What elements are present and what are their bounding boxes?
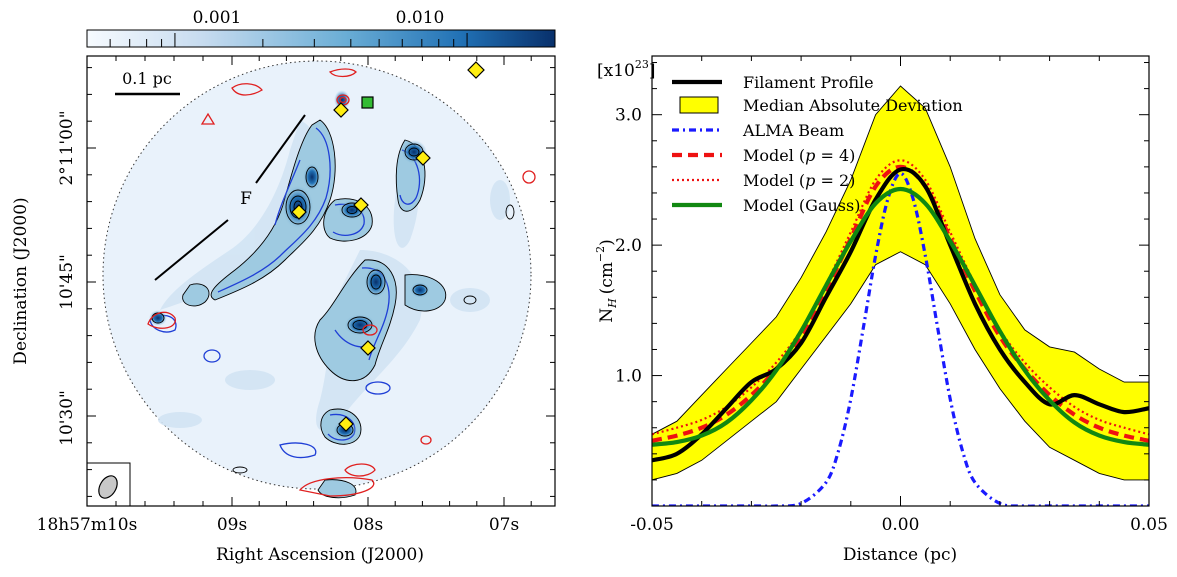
profile-y-tick-label: 2.0: [615, 236, 642, 256]
filament-marker-line-lower: [154, 219, 229, 281]
yso-marker: [291, 204, 307, 220]
legend: Filament Profile Median Absolute Deviati…: [672, 73, 963, 215]
profile-x-tick-label: 0.00: [882, 515, 920, 535]
legend-label-model-p4: Model (p = 4): [743, 146, 855, 165]
map-x-tick-label-10s: 18h57m10s: [37, 515, 138, 535]
map-field: [102, 60, 536, 499]
map-x-tick-label-09s: 09s: [217, 515, 247, 535]
filament-marker-line-upper: [255, 114, 306, 184]
legend-label-model-p2: Model (p = 2): [743, 171, 855, 190]
yso-markers: [291, 61, 485, 432]
map-panel: 0.001 0.010: [11, 8, 556, 565]
map-y-tick-label-11-00: 2°11'00": [57, 110, 77, 185]
colorbar-gradient: [86, 29, 556, 48]
yso-marker: [415, 150, 431, 166]
profile-y-tick-label: 3.0: [615, 106, 642, 126]
map-ylabel: Declination (J2000): [11, 197, 31, 364]
colorbar-tick-label-low: 0.001: [193, 8, 242, 28]
scalebar-label: 0.1 pc: [122, 69, 172, 88]
green-square-marker: [361, 96, 374, 109]
legend-label-mad: Median Absolute Deviation: [743, 96, 963, 115]
series-model-p-4: [652, 164, 1149, 443]
legend-swatch-mad: [679, 96, 719, 114]
legend-label-alma-beam: ALMA Beam: [742, 121, 844, 140]
series-layer: [652, 159, 1149, 506]
profile-tick-labels: -0.05 0.00 0.05 1.0 2.0 3.0: [615, 106, 1168, 535]
yso-marker: [360, 340, 376, 356]
map-y-tick-label-10-45: 10'45": [57, 254, 77, 310]
yso-marker: [467, 61, 485, 79]
map-x-tick-label-07s: 07s: [489, 515, 519, 535]
map-y-tick-label-10-30: 10'30": [57, 390, 77, 446]
map-xlabel: Right Ascension (J2000): [216, 545, 424, 565]
legend-label-model-gauss: Model (Gauss): [743, 196, 860, 215]
beam-ellipse: [98, 475, 118, 499]
yso-marker: [353, 197, 369, 213]
profile-panel: -0.05 0.00 0.051.02.03.0 [x1023] NH(cm−2) …: [594, 55, 1168, 565]
map-frame: [86, 55, 556, 507]
colorbar-ticks: [86, 33, 556, 47]
filament-label: F: [240, 189, 252, 209]
y-multiplier: [x1023]: [597, 58, 656, 81]
series-alma-beam: [652, 171, 1149, 506]
yso-marker: [333, 102, 349, 118]
profile-y-tick-label: 1.0: [615, 367, 642, 387]
legend-label-filament-profile: Filament Profile: [743, 73, 874, 92]
series-model-gauss: [652, 186, 1149, 447]
profile-xlabel: Distance (pc): [843, 545, 957, 565]
profile-ylabel: NH(cm−2): [594, 239, 619, 323]
series-filament-profile: [652, 166, 1149, 463]
profile-x-tick-label: -0.05: [630, 515, 674, 535]
map-ticks: [86, 56, 555, 506]
colorbar: 0.001 0.010: [86, 8, 556, 48]
map-x-tick-label-08s: 08s: [353, 515, 383, 535]
profile-ticks: [651, 56, 1150, 506]
colorbar-tick-label-high: 0.010: [396, 8, 445, 28]
yso-marker: [338, 416, 354, 432]
profile-x-tick-label: 0.05: [1130, 515, 1168, 535]
